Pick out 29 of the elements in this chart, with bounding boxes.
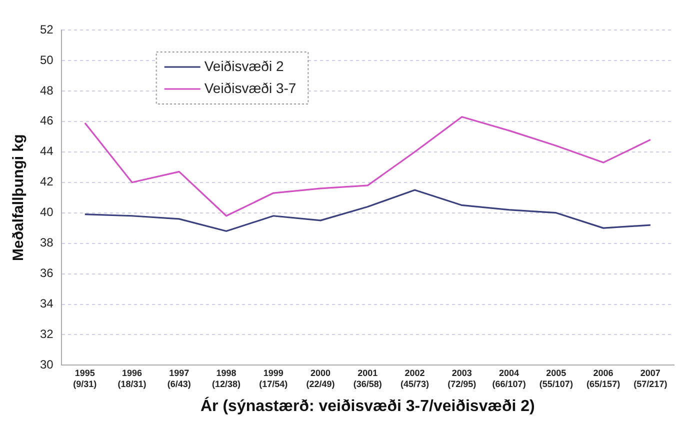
x-tick-label: 2005 (55/107): [539, 368, 573, 389]
x-tick-label: 2000 (22/49): [306, 368, 335, 389]
y-tick-label: 48: [40, 83, 54, 98]
y-tick-label: 44: [40, 144, 54, 158]
x-tick-label: 2001 (36/58): [353, 368, 382, 389]
x-axis-title: Ár (sýnastærð: veiðisvæði 3-7/veiðisvæði 2): [200, 396, 535, 415]
y-tick-label: 46: [40, 114, 54, 128]
x-tick-label: 1998 (12/38): [212, 368, 241, 389]
x-tick-label: 2006 (65/157): [586, 368, 620, 389]
x-tick-label: 1995 (9/31): [73, 368, 97, 389]
y-tick-label: 50: [40, 52, 54, 67]
y-tick-label: 40: [40, 205, 54, 220]
x-tick-label: 2007 (57/217): [634, 368, 668, 389]
x-tick-label: 2004 (66/107): [492, 368, 526, 389]
x-tick-label: 2003 (72/95): [448, 368, 476, 389]
legend-label: Veiðisvæði 2: [204, 58, 284, 74]
y-tick-label: 52: [40, 22, 54, 36]
x-tick-label: 1999 (17/54): [259, 368, 288, 389]
y-tick-label: 38: [40, 236, 54, 250]
x-tick-label: 1997 (6/43): [167, 368, 191, 389]
x-tick-label: 2002 (45/73): [400, 368, 430, 389]
y-tick-label: 42: [40, 174, 54, 189]
y-tick-label: 30: [40, 358, 54, 372]
y-tick-label: 32: [40, 327, 54, 342]
y-tick-label: 36: [40, 266, 54, 280]
y-tick-label: 34: [40, 296, 54, 311]
y-axis-title: Meðalfallþungi kg: [10, 134, 28, 261]
legend-label: Veiðisvæði 3-7: [204, 80, 296, 96]
x-tick-label: 1996 (18/31): [118, 368, 146, 389]
